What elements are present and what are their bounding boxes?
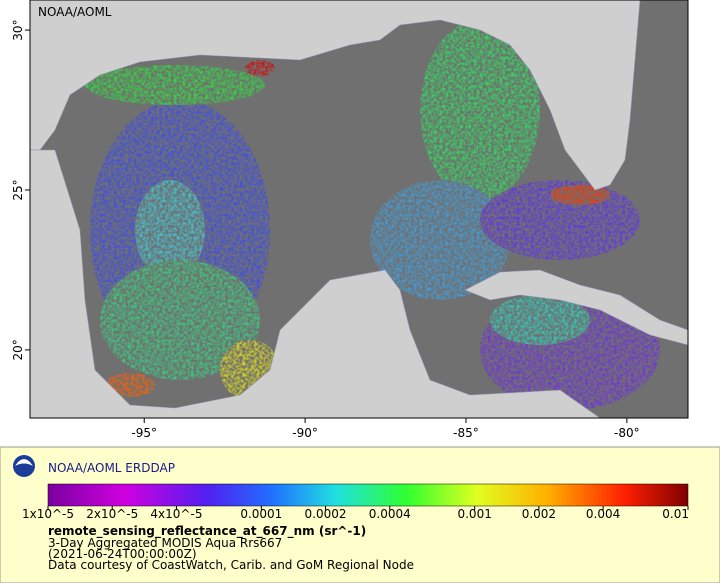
colorbar-tick-label: 0.002: [522, 507, 556, 521]
lon-tick-label: -90°: [292, 426, 318, 440]
corner-label: NOAA/AOML: [38, 5, 112, 19]
map: [30, 0, 688, 418]
map-frame: [29, 0, 689, 419]
legend-panel: [0, 446, 720, 583]
colorbar-tick-label: 0.004: [586, 507, 620, 521]
colorbar-tick-label: 1x10^-5: [22, 507, 74, 521]
colorbar-tick-label: 4x10^-5: [150, 507, 202, 521]
lon-tick-label: -85°: [453, 426, 479, 440]
lat-tick-label: 30°: [11, 19, 25, 40]
lon-tick-label: -80°: [614, 426, 640, 440]
lat-tick-label: 25°: [11, 179, 25, 200]
legend-line: Data courtesy of CoastWatch, Carib. and …: [48, 558, 414, 572]
colorbar-tick-label: 0.0002: [305, 507, 347, 521]
lon-tick-label: -95°: [131, 426, 157, 440]
noaa-logo: [13, 455, 35, 477]
legend-line: 3-Day Aggregated MODIS Aqua Rrs667: [48, 536, 282, 550]
lat-tick-label: 20°: [11, 339, 25, 360]
data-field: [85, 20, 660, 410]
colorbar-tick-label: 0.01: [662, 507, 689, 521]
legend-title: NOAA/AOML ERDDAP: [48, 461, 175, 475]
variable-name: remote_sensing_reflectance_at_667_nm (sr…: [48, 524, 366, 539]
colorbar-tick-label: 0.0001: [240, 507, 282, 521]
colorbar-tick-label: 0.0004: [369, 507, 411, 521]
legend-line: (2021-06-24T00:00:00Z): [48, 547, 197, 561]
colorbar: [47, 483, 689, 507]
colorbar-tick-label: 2x10^-5: [86, 507, 138, 521]
colorbar-tick-label: 0.001: [457, 507, 491, 521]
land: [30, 0, 688, 418]
